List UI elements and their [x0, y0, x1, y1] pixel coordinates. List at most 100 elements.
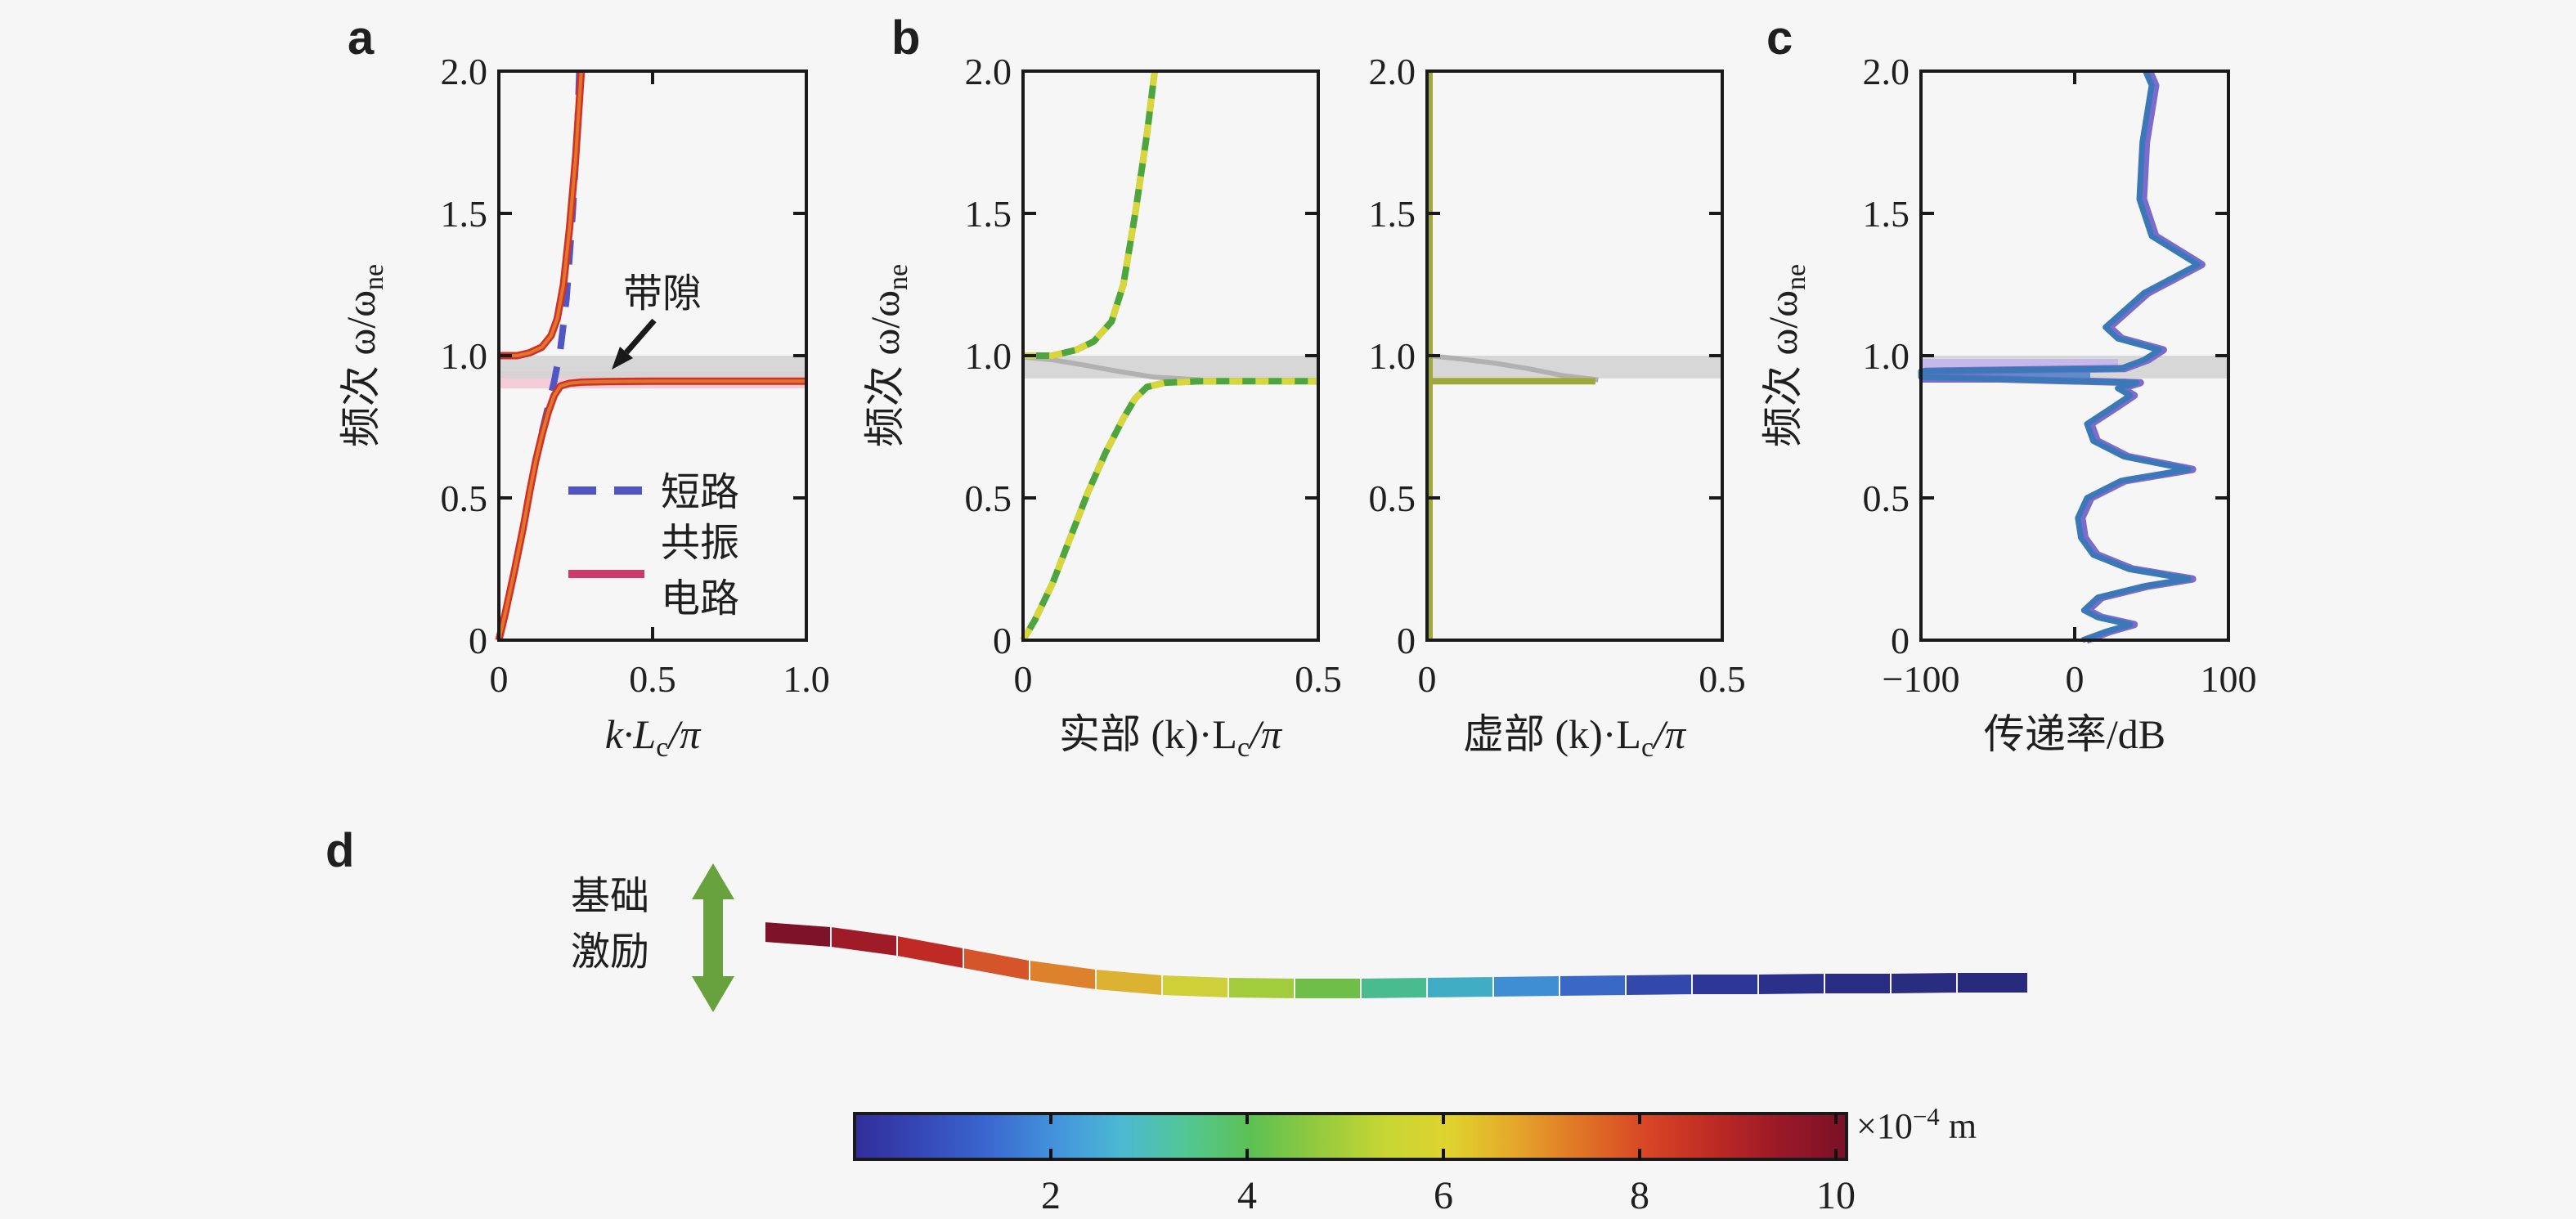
curve-real-green-0: [1020, 378, 1318, 643]
colorbar-tick-label: 8: [1630, 1174, 1649, 1217]
x-tick-label-c: 0: [2066, 658, 2085, 700]
legend-resonant-label-line2: 电路: [661, 577, 739, 621]
beam-segment: [1691, 973, 1759, 996]
y-axis-title-b-main: 频次 ω/ω: [862, 290, 908, 447]
x-axis-title-b-imag-sub: c: [1641, 733, 1654, 763]
x-axis-title-b-real: 实部 (k)·Lc/π: [1059, 711, 1283, 763]
x-tick-label-b_real: 0: [1014, 658, 1033, 700]
curve-resonant-acoustic-orange: [497, 379, 806, 641]
tick-labels-layer: 0 0.5 1.0 0 0.5 1.0 1.5 2.0 0 0.5 0 0.5 1.0 1.5 2.0 0 0.…: [441, 51, 2257, 700]
y-tick-label-a: 1.0: [441, 335, 488, 377]
x-axis-title-b-imag-main: 虚部 (k)·L: [1463, 711, 1641, 757]
beam-segment: [1625, 972, 1693, 997]
beam-segment: [830, 925, 898, 958]
excitation-double-arrow-icon: [692, 863, 734, 1012]
colorbar-bar: [853, 1112, 1848, 1161]
beam-segment: [1227, 975, 1295, 1001]
bandgap-annotation-text: 带隙: [623, 272, 702, 316]
beam-segment: [1161, 973, 1229, 1000]
x-tick-label-b_imag: 0: [1418, 658, 1437, 700]
curve-transmission-blue: [1918, 69, 2201, 643]
x-tick-label-b_real: 0.5: [1295, 658, 1342, 700]
y-tick-label-b_imag: 1.5: [1369, 193, 1416, 235]
y-tick-label-b_real: 1.5: [965, 193, 1012, 235]
y-tick-label-a: 0: [469, 620, 487, 661]
y-tick-label-b_real: 0: [993, 620, 1012, 661]
beam-mode-shape: [764, 920, 2029, 1001]
y-axis-title-a: 频次 ω/ωne: [338, 264, 389, 447]
y-tick-label-b_imag: 0.5: [1369, 477, 1416, 519]
excitation-label-line1: 基础: [571, 875, 649, 918]
y-tick-label-c: 0: [1891, 620, 1910, 661]
beam-segment: [896, 934, 964, 970]
beam-segment: [1824, 972, 1892, 995]
y-tick-label-b_real: 0.5: [965, 477, 1012, 519]
y-tick-label-a: 1.5: [441, 193, 488, 235]
colorbar-unit-main: ×10: [1856, 1106, 1913, 1146]
y-axis-title-b: 频次 ω/ωne: [862, 264, 913, 447]
beam-segment: [1559, 973, 1627, 998]
beam-segment: [963, 946, 1030, 983]
x-axis-title-b-real-sub: c: [1237, 733, 1250, 763]
beam-segment: [1360, 975, 1428, 1001]
panel-letter-c: c: [1766, 11, 1793, 65]
x-tick-label-b_imag: 0.5: [1699, 658, 1746, 700]
axes-layer: [497, 69, 2230, 642]
x-tick-label-c: 100: [2201, 658, 2257, 700]
bandgap-band-b_real: [1023, 356, 1318, 379]
y-tick-label-a: 2.0: [441, 51, 488, 92]
curve-real-yellow-0: [1020, 378, 1318, 643]
panel-letter-d: d: [325, 824, 354, 877]
beam-segment: [764, 920, 832, 949]
x-axis-title-b-imag: 虚部 (k)·Lc/π: [1463, 711, 1687, 763]
x-axis-title-a: k·Lc/π: [605, 711, 702, 763]
colorbar: 2 4 6 8 10: [853, 1112, 1856, 1217]
colorbar-tick-label: 2: [1041, 1174, 1061, 1217]
panel-letter-a: a: [348, 11, 375, 65]
colorbar-tick-label: 4: [1237, 1174, 1257, 1217]
excitation-label-line2: 激励: [571, 930, 649, 974]
y-axis-title-c-main: 频次 ω/ω: [1760, 290, 1806, 447]
x-axis-title-c: 传递率/dB: [1984, 711, 2165, 757]
beam-segment: [1492, 974, 1560, 999]
beam-segment: [1426, 975, 1494, 1000]
y-tick-label-a: 0.5: [441, 477, 488, 519]
x-axis-title-a-tail: /π: [666, 711, 702, 757]
y-axis-title-a-sub: ne: [359, 264, 389, 290]
y-tick-label-b_imag: 0: [1397, 620, 1416, 661]
curve-real-evanescent-gray: [1022, 354, 1200, 383]
y-axis-title-b-sub: ne: [883, 264, 913, 290]
x-axis-title-b-real-tail: /π: [1247, 711, 1283, 757]
x-axis-title-a-sub: c: [656, 733, 668, 763]
beam-segment: [1095, 967, 1163, 997]
legend-short-circuit-label: 短路: [661, 471, 739, 514]
y-tick-label-c: 2.0: [1863, 51, 1910, 92]
x-tick-label-a: 0.5: [629, 658, 676, 700]
colorbar-unit-exponent: −4: [1913, 1102, 1940, 1131]
beam-segment: [1757, 971, 1825, 997]
colorbar-tick-label: 10: [1816, 1174, 1856, 1217]
y-tick-label-b_imag: 1.0: [1369, 335, 1416, 377]
bandgap-arrow-head-icon: [612, 347, 633, 370]
x-axis-title-a-main: k·L: [605, 711, 657, 757]
curve-real-yellow-1: [1023, 70, 1158, 359]
colorbar-unit-label: ×10−4 m: [1856, 1102, 1977, 1146]
colorbar-unit-tail: m: [1940, 1106, 1977, 1146]
x-tick-label-a: 0: [490, 658, 509, 700]
legend-resonant-label-line1: 共振: [661, 522, 739, 565]
y-tick-label-c: 0.5: [1863, 477, 1910, 519]
x-axis-title-b-real-main: 实部 (k)·L: [1059, 711, 1237, 757]
y-tick-label-c: 1.5: [1863, 193, 1910, 235]
curve-imag-gray: [1426, 353, 1599, 383]
y-tick-label-b_real: 2.0: [965, 51, 1012, 92]
x-tick-label-a: 1.0: [783, 658, 830, 700]
x-axis-title-b-imag-tail: /π: [1651, 711, 1687, 757]
beam-segment: [1890, 970, 1958, 996]
bandgap-arrow-shaft: [624, 318, 657, 355]
y-tick-label-c: 1.0: [1863, 335, 1910, 377]
y-tick-label-b_real: 1.0: [965, 335, 1012, 377]
beam-segment: [1956, 971, 2029, 994]
y-axis-title-c-sub: ne: [1781, 264, 1811, 290]
